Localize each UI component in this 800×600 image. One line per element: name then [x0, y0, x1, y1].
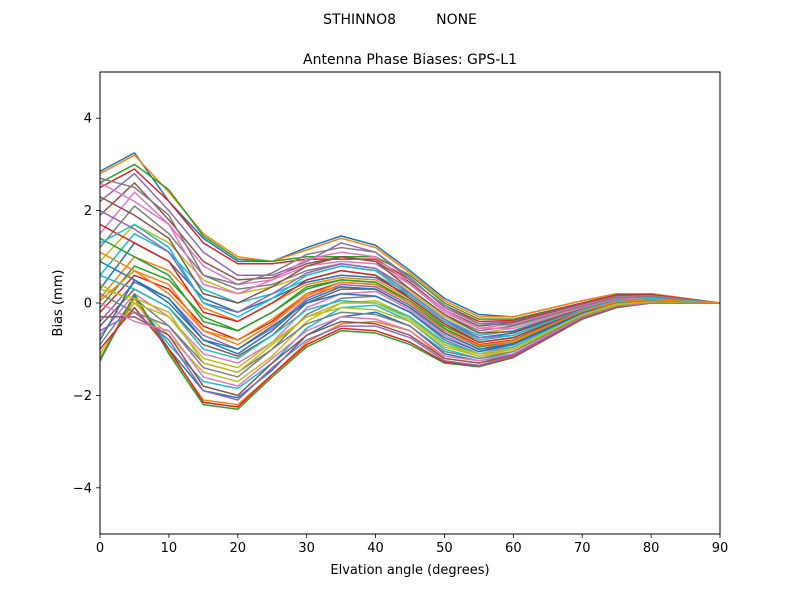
- series-line-37: [100, 182, 720, 330]
- x-tick-label: 20: [230, 541, 247, 556]
- x-tick-label: 40: [367, 541, 384, 556]
- series-line-4: [100, 168, 720, 323]
- y-tick-label: 4: [84, 112, 92, 127]
- series-line-39: [100, 288, 720, 374]
- x-tick-label: 60: [505, 541, 522, 556]
- x-tick-label: 70: [574, 541, 591, 556]
- series-line-31: [100, 260, 720, 353]
- series-line-42: [100, 269, 720, 347]
- y-tick-label: −2: [73, 389, 92, 404]
- x-axis: 0 10 20 30 40 50 60 70 80 90: [96, 534, 728, 556]
- x-tick-label: 50: [436, 541, 453, 556]
- x-tick-label: 80: [643, 541, 660, 556]
- series-line-40: [100, 223, 720, 341]
- y-axis-label: Bias (mm): [51, 270, 66, 337]
- series-line-36: [100, 196, 720, 334]
- y-tick-label: 0: [84, 297, 92, 312]
- chart-title: Antenna Phase Biases: GPS-L1: [303, 52, 517, 68]
- x-axis-label: Elvation angle (degrees): [330, 563, 489, 578]
- series-layer: [100, 152, 720, 411]
- x-tick-label: 10: [161, 541, 178, 556]
- y-tick-label: 2: [84, 204, 92, 219]
- series-line-38: [100, 177, 720, 326]
- x-tick-label: 30: [298, 541, 315, 556]
- y-axis: −4 −2 0 2 4: [73, 112, 100, 496]
- figure-suptitle: STHINNO8 NONE: [323, 12, 477, 28]
- x-tick-label: 90: [712, 541, 729, 556]
- y-tick-label: −4: [73, 481, 92, 496]
- x-tick-label: 0: [96, 541, 104, 556]
